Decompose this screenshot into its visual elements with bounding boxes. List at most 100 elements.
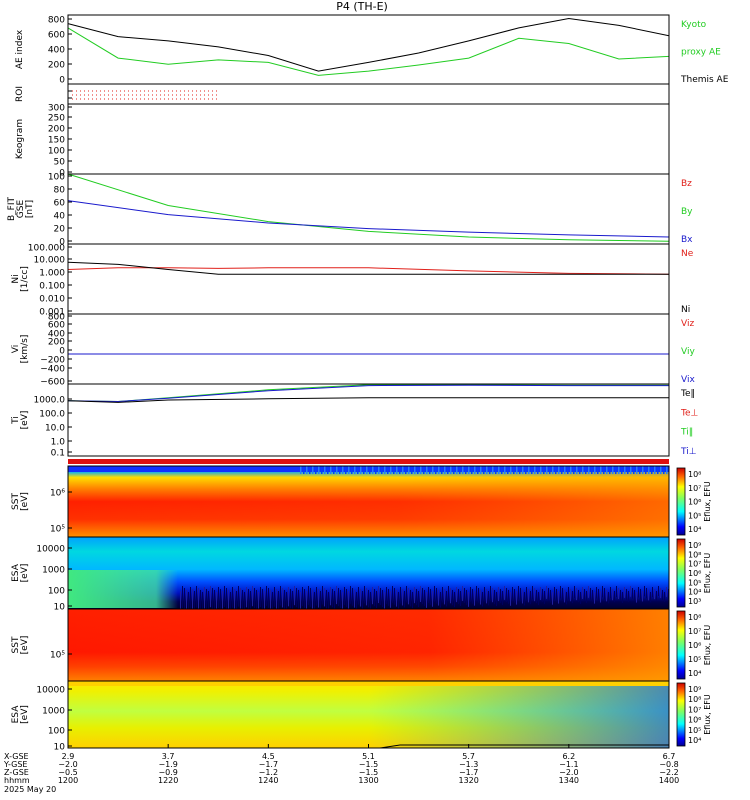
esa-e-streak xyxy=(342,592,343,610)
sst-e-stripe xyxy=(351,466,353,474)
colorbar-tick-cb1: 10⁴ xyxy=(688,525,701,534)
colorbar-tick-cb2: 10⁹ xyxy=(688,541,701,550)
esa-e-streak xyxy=(290,589,291,609)
esa-e-streak xyxy=(496,592,497,607)
tick-label-esa_i: 1000 xyxy=(42,707,65,717)
sst-e-stripe xyxy=(588,466,590,474)
esa-e-streak xyxy=(322,586,323,605)
colorbar-label-cb3: Eflux, EFU xyxy=(703,625,712,666)
spectrogram-sst_e-layer xyxy=(68,466,669,472)
sst-e-stripe xyxy=(606,466,608,474)
tick-label-ni: 100.000 xyxy=(28,244,65,254)
x-row-label: Z-GSE xyxy=(4,768,29,777)
sst-e-stripe xyxy=(471,466,473,474)
hhmm-value: 1200 xyxy=(58,776,78,785)
esa-e-streak xyxy=(604,588,605,600)
sst-e-stripe xyxy=(630,466,632,474)
esa-e-streak xyxy=(538,592,539,606)
esa-e-streak xyxy=(250,591,251,612)
esa-e-streak xyxy=(212,588,213,610)
legend-ti: Te‖ xyxy=(680,389,695,399)
sst-e-stripe xyxy=(417,466,419,474)
sst-e-stripe xyxy=(627,466,629,474)
esa-e-streak xyxy=(466,590,467,605)
esa-e-streak xyxy=(470,587,471,602)
esa-e-streak xyxy=(384,592,385,609)
sst-e-stripe xyxy=(651,466,653,474)
colorbar-tick-cb4: 10⁷ xyxy=(688,705,701,714)
esa-e-streak xyxy=(424,590,425,606)
sst-e-stripe xyxy=(537,466,539,474)
hhmm-value: 1240 xyxy=(258,776,278,785)
sst-e-stripe xyxy=(486,466,488,474)
esa-e-streak xyxy=(546,586,547,599)
esa-e-streak xyxy=(244,592,245,613)
esa-e-streak xyxy=(566,592,567,605)
esa-e-streak xyxy=(330,587,331,606)
esa-e-streak xyxy=(180,591,181,613)
esa-e-streak xyxy=(624,587,625,598)
esa-e-streak xyxy=(576,588,577,601)
ylabel-bfit: GSE xyxy=(16,200,26,219)
esa-e-streak xyxy=(192,589,193,611)
esa-e-streak xyxy=(452,590,453,606)
z-gse-value: −1.2 xyxy=(259,768,278,777)
sst-e-stripe xyxy=(303,466,305,474)
y-gse-value: −1.3 xyxy=(459,760,478,769)
legend-vi: Viz xyxy=(681,319,694,329)
esa-e-streak xyxy=(552,592,553,605)
sst-e-stripe xyxy=(339,466,341,474)
series-bfit-bx xyxy=(67,200,670,238)
esa-e-streak xyxy=(310,588,311,607)
esa-e-streak xyxy=(556,589,557,602)
series-ni-ne xyxy=(67,267,670,275)
esa-e-streak xyxy=(388,589,389,606)
sst-e-stripe xyxy=(390,466,392,474)
colorbar-tick-cb2: 10⁶ xyxy=(688,569,701,578)
sst-e-stripe xyxy=(510,466,512,474)
esa-e-streak xyxy=(650,592,651,603)
y-gse-value: −1.7 xyxy=(259,760,278,769)
sst-e-stripe xyxy=(315,466,317,474)
esa-e-streak xyxy=(510,592,511,606)
tick-label-ti: 0.1 xyxy=(51,449,65,459)
sst-e-stripe xyxy=(426,466,428,474)
esa-e-streak xyxy=(214,590,215,612)
esa-e-streak xyxy=(570,589,571,602)
ylabel-sst_i: [eV] xyxy=(20,636,30,655)
x-row-label: X-GSE xyxy=(4,752,29,761)
esa-e-streak xyxy=(182,586,183,608)
panel-frame-ti xyxy=(67,383,670,457)
sst-e-stripe xyxy=(321,466,323,474)
sst-e-stripe xyxy=(513,466,515,474)
tick-label-keogram: 300 xyxy=(48,104,65,114)
panel-frames-group xyxy=(67,14,686,749)
esa-e-streak xyxy=(296,588,297,608)
sst-e-stripe xyxy=(531,466,533,474)
sst-e-stripe xyxy=(396,466,398,474)
colorbar-label-cb2: Eflux, EFU xyxy=(703,553,712,594)
esa-e-streak xyxy=(308,586,309,605)
colorbar-tick-cb4: 10⁴ xyxy=(688,736,701,745)
tick-label-vi: 600 xyxy=(48,321,65,331)
colorbar-tick-cb1: 10⁵ xyxy=(688,511,701,520)
esa-e-streak xyxy=(370,592,371,610)
panel-frame-bfit xyxy=(67,173,670,245)
esa-e-streak xyxy=(498,587,499,602)
sst-e-stripe xyxy=(435,466,437,474)
sst-e-stripe xyxy=(357,466,359,474)
sst-e-stripe xyxy=(360,466,362,474)
sst-e-stripe xyxy=(594,466,596,474)
hhmm-value: 1220 xyxy=(158,776,178,785)
sst-e-stripe xyxy=(612,466,614,474)
esa-e-streak xyxy=(220,589,221,610)
esa-e-streak xyxy=(480,590,481,605)
esa-e-streak xyxy=(460,591,461,606)
esa-e-streak xyxy=(644,586,645,597)
esa-e-streak xyxy=(582,587,583,599)
esa-e-streak xyxy=(368,590,369,608)
sst-e-stripe xyxy=(645,466,647,474)
hhmm-value: 1400 xyxy=(659,776,679,785)
data-lines-group xyxy=(67,17,670,749)
